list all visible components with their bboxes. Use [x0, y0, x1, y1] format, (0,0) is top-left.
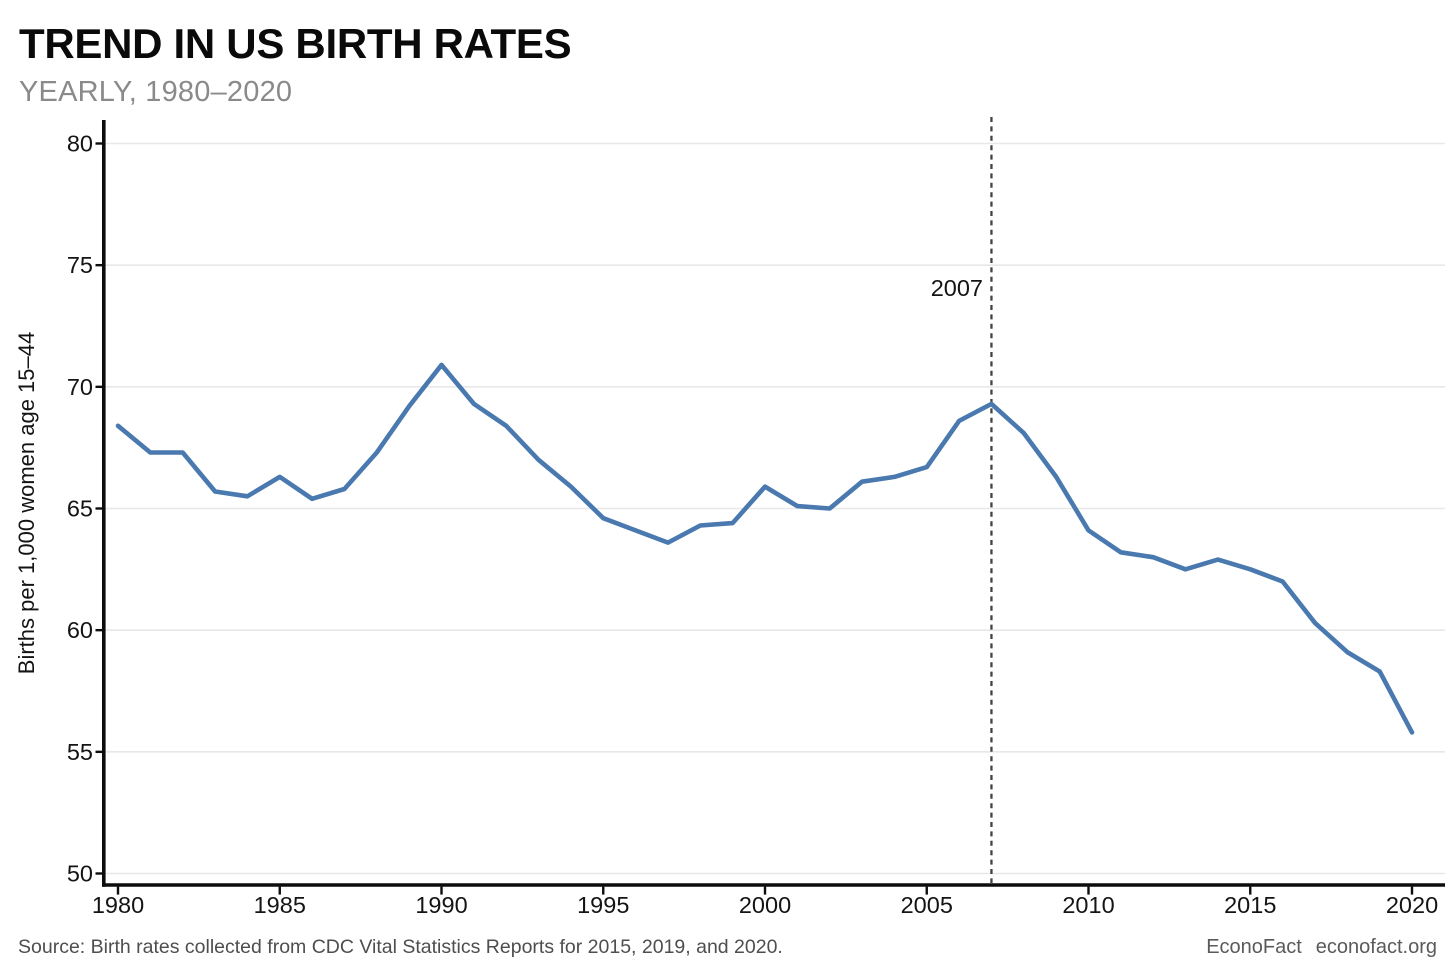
- brand-footer: EconoFact econofact.org: [1206, 936, 1437, 959]
- x-tick-label-1985: 1985: [254, 892, 306, 918]
- x-tick-label-2020: 2020: [1386, 892, 1438, 918]
- x-tick-label-2005: 2005: [901, 892, 953, 918]
- page-subtitle: YEARLY, 1980–2020: [19, 76, 293, 108]
- y-tick-label-75: 75: [67, 252, 93, 278]
- y-tick-label-50: 50: [67, 861, 93, 887]
- source-note: Source: Birth rates collected from CDC V…: [18, 936, 783, 958]
- y-tick-label-80: 80: [67, 131, 93, 157]
- y-tick-label-70: 70: [67, 374, 93, 400]
- x-tick-label-1980: 1980: [92, 892, 144, 918]
- y-axis-title: Births per 1,000 women age 15–44: [14, 332, 39, 674]
- x-tick-label-2000: 2000: [739, 892, 791, 918]
- x-tick-label-2015: 2015: [1224, 892, 1276, 918]
- annotation-2007-label: 2007: [931, 275, 983, 301]
- x-tick-label-1990: 1990: [415, 892, 467, 918]
- brand-site: econofact.org: [1315, 936, 1437, 958]
- page-title: TREND IN US BIRTH RATES: [19, 20, 572, 67]
- axes-layer: 50 55 60 65 70 75 80 1980 1985 1990 1995 2000 2005 20…: [67, 120, 1445, 918]
- brand-name: EconoFact: [1206, 936, 1302, 958]
- data-line-series-0: [115, 362, 1415, 735]
- series-layer: [115, 362, 1415, 735]
- x-tick-label-2010: 2010: [1062, 892, 1114, 918]
- y-tick-label-55: 55: [67, 739, 93, 765]
- x-tick-label-1995: 1995: [577, 892, 629, 918]
- gridlines-layer: [103, 142, 1445, 875]
- y-tick-label-60: 60: [67, 617, 93, 643]
- y-tick-label-65: 65: [67, 496, 93, 522]
